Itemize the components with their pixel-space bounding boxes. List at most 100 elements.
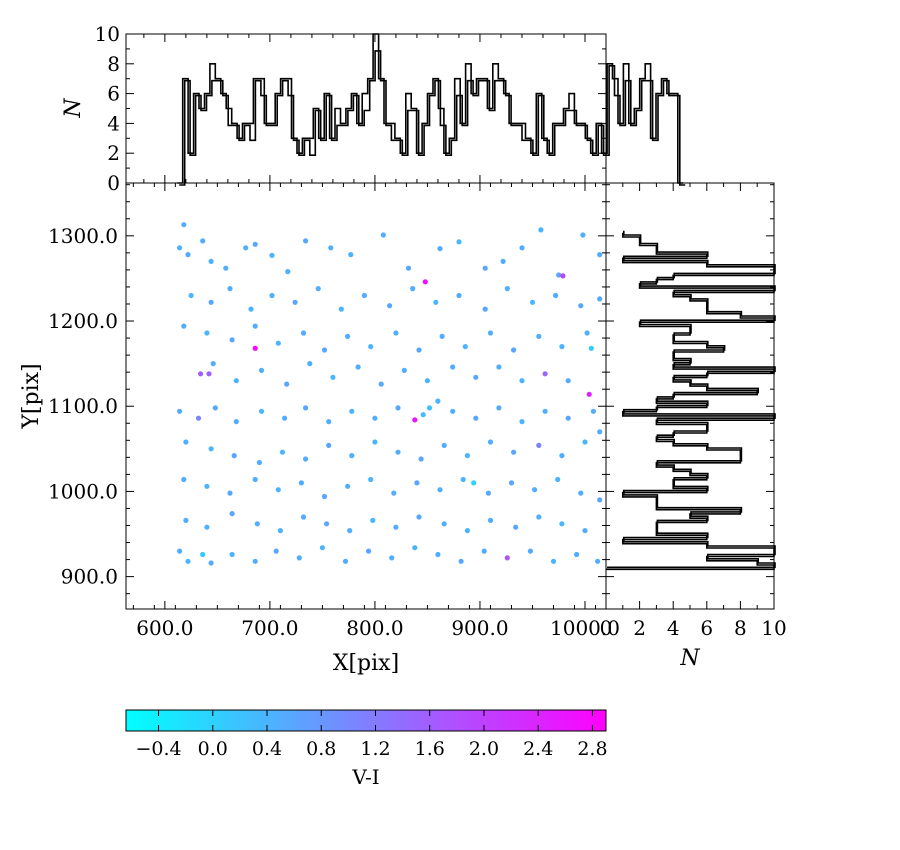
- colorbar-tick-label: 2.4: [523, 738, 553, 760]
- scatter-point: [590, 408, 597, 414]
- scatter-point: [212, 405, 218, 411]
- scatter-point: [380, 232, 386, 238]
- scatter-point: [296, 555, 302, 561]
- scatter-point: [298, 480, 304, 486]
- scatter-point: [223, 265, 229, 271]
- scatter-point: [550, 558, 557, 564]
- y-axis-label: Y[pix]: [19, 363, 44, 429]
- scatter-point: [378, 381, 384, 387]
- scatter-point: [206, 371, 212, 377]
- scatter-point: [300, 330, 307, 336]
- scatter-point: [183, 439, 189, 445]
- scatter-point: [500, 258, 506, 264]
- scatter-point: [355, 364, 361, 370]
- scatter-point: [326, 442, 332, 448]
- y-tick-label: 1100.0: [48, 394, 118, 418]
- y-tick-label: 1000.0: [48, 479, 118, 503]
- scatter-point: [542, 408, 548, 414]
- scatter-point: [282, 415, 288, 421]
- y-tick-label: 900.0: [61, 565, 118, 589]
- scatter-point: [510, 347, 517, 353]
- scatter-point: [372, 439, 378, 445]
- scatter-point: [391, 490, 397, 496]
- top-histogram-frame: [125, 33, 607, 184]
- scatter-point: [303, 405, 309, 411]
- scatter-point: [565, 415, 571, 421]
- scatter-point: [177, 245, 183, 251]
- scatter-point: [439, 333, 445, 339]
- scatter-point: [208, 446, 214, 452]
- scatter-point: [481, 548, 487, 554]
- scatter-point: [458, 558, 464, 564]
- colorbar-tick-label: 1.2: [360, 738, 390, 760]
- scatter-point: [200, 238, 206, 244]
- top-y-tick-label: 4: [107, 111, 120, 135]
- scatter-point: [588, 345, 594, 351]
- scatter-point: [578, 303, 584, 309]
- x-tick-label: 600.0: [136, 616, 193, 640]
- scatter-point: [395, 405, 401, 411]
- scatter-point: [208, 299, 214, 305]
- scatter-point: [177, 548, 183, 554]
- x-axis-label: X[pix]: [333, 651, 399, 676]
- scatter-point: [536, 514, 542, 520]
- scatter-point: [435, 551, 441, 558]
- scatter-point: [349, 408, 355, 414]
- right-histogram-bars: [606, 230, 776, 571]
- scatter-point: [348, 252, 354, 258]
- scatter-x-ticks: 600.0 700.0 800.0 900.0 1000.0: [132, 183, 620, 640]
- scatter-point: [393, 330, 399, 336]
- x-tick-label: 1000.0: [550, 616, 620, 640]
- scatter-point: [204, 330, 210, 336]
- scatter-point: [580, 232, 586, 238]
- scatter-point: [303, 456, 309, 462]
- scatter-point: [328, 245, 334, 251]
- scatter-point: [416, 514, 422, 520]
- scatter-point: [321, 347, 328, 353]
- scatter-point: [252, 241, 258, 247]
- y-tick-label: 1200.0: [48, 309, 118, 333]
- scatter-point: [441, 442, 447, 448]
- scatter-point: [496, 405, 502, 411]
- scatter-point: [418, 456, 424, 462]
- scatter-point: [487, 439, 494, 445]
- scatter-point: [553, 292, 559, 299]
- scatter-point: [586, 391, 592, 397]
- scatter-point: [542, 371, 548, 377]
- scatter-point: [345, 483, 351, 489]
- scatter-point: [330, 374, 336, 380]
- scatter-point: [496, 364, 502, 370]
- scatter-point: [437, 487, 443, 493]
- colorbar-tick-label: 2.8: [577, 738, 607, 760]
- scatter-point: [229, 551, 235, 558]
- right-x-tick-label: 6: [700, 616, 713, 640]
- x-tick-label: 800.0: [346, 616, 403, 640]
- scatter-point: [597, 296, 603, 302]
- y-tick-label: 1300.0: [48, 224, 118, 248]
- top-histogram-step-overlay: [179, 50, 686, 186]
- top-y-tick-label: 0: [107, 171, 120, 195]
- scatter-point: [464, 453, 470, 459]
- top-histogram-y-ticks: 0 2 4 6 8 10: [95, 22, 607, 195]
- scatter-point: [252, 476, 258, 483]
- scatter-point: [258, 408, 265, 414]
- scatter-points: [177, 222, 603, 566]
- scatter-point: [529, 299, 536, 305]
- scatter-point: [536, 442, 542, 448]
- scatter-point: [342, 558, 349, 564]
- top-histogram-y-label: N: [61, 98, 86, 119]
- scatter-point: [258, 367, 265, 373]
- x-tick-label: 900.0: [451, 616, 508, 640]
- top-histogram-bars: [177, 33, 686, 186]
- scatter-point: [487, 517, 494, 524]
- scatter-point: [256, 459, 262, 466]
- scatter-point: [368, 344, 374, 350]
- right-histogram-x-label: N: [679, 646, 700, 671]
- scatter-point: [321, 493, 328, 500]
- scatter-point: [393, 524, 399, 530]
- scatter-point: [248, 306, 254, 312]
- scatter-point: [200, 551, 206, 558]
- scatter-point: [188, 292, 194, 299]
- right-x-tick-label: 0: [600, 616, 613, 640]
